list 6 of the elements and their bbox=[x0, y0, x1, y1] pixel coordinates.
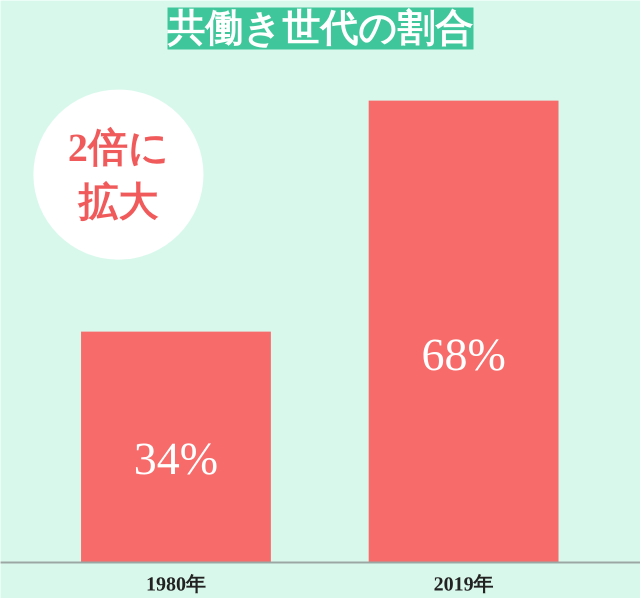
chart-title: 共働き世代の割合 bbox=[166, 8, 474, 50]
annotation: 2倍に拡大 bbox=[68, 125, 169, 224]
x-tick-label: 2019年 bbox=[434, 574, 494, 596]
data-label: 68% bbox=[421, 329, 506, 380]
x-tick-label: 1980年 bbox=[146, 574, 206, 596]
data-label: 34% bbox=[134, 433, 218, 484]
